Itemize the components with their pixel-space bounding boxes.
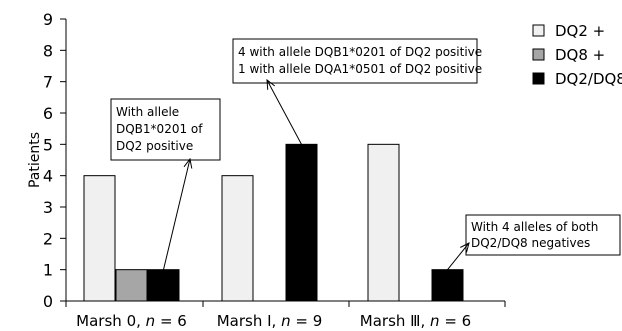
- annotation-text: DQ2/DQ8 negatives: [471, 236, 590, 250]
- legend-swatch: [532, 24, 545, 37]
- x-category-label: Marsh Ⅰ, n = 9: [217, 312, 323, 330]
- y-tick-label: 7: [43, 73, 53, 92]
- legend-entry: DQ8 +: [532, 46, 605, 64]
- annotation-text: 4 with allele DQB1*0201 of DQ2 positive: [238, 45, 482, 59]
- y-tick-label: 3: [43, 198, 53, 217]
- annotation-text: DQ2 positive: [116, 139, 193, 153]
- bar-dq2-dq8: [285, 143, 318, 302]
- annotation-text: With 4 alleles of both: [471, 220, 598, 234]
- legend: DQ2 + DQ8 + DQ2/DQ8 -: [532, 22, 622, 88]
- bars: [83, 143, 464, 302]
- y-tick-label: 8: [43, 41, 53, 60]
- legend-label: DQ2/DQ8 -: [555, 70, 622, 88]
- y-tick-label: 2: [43, 229, 53, 248]
- annotation-callout: With 4 alleles of both DQ2/DQ8 negatives: [447, 214, 621, 270]
- bar-dq2: [83, 175, 116, 302]
- annotation-arrow: [447, 243, 470, 270]
- annotation-box: [232, 38, 478, 84]
- y-axis-title: Patients: [27, 132, 43, 188]
- legend-label: DQ2 +: [555, 22, 605, 40]
- y-tick-label: 5: [43, 135, 53, 154]
- annotations: With allele DQB1*0201 of DQ2 positive 4 wit…: [110, 38, 621, 270]
- annotation-callout: 4 with allele DQB1*0201 of DQ2 positive 1…: [232, 38, 482, 145]
- legend-label: DQ8 +: [555, 46, 605, 64]
- annotation-box: [465, 214, 621, 256]
- y-tick-label: 1: [43, 261, 53, 280]
- y-tick-label: 4: [43, 167, 53, 186]
- x-category-label: Marsh Ⅲ, n = 6: [360, 312, 471, 330]
- axes: 0 1 2 3 4 5 6 7 8 9 Patients Marsh 0, n = 6 Marsh Ⅰ,…: [27, 10, 506, 330]
- legend-swatch: [532, 48, 545, 61]
- bar-dq2-dq8: [147, 269, 180, 302]
- y-tick-label: 0: [43, 292, 53, 311]
- legend-entry: DQ2 +: [532, 22, 605, 40]
- bar-dq2-dq8: [431, 269, 464, 302]
- bar-dq8: [115, 269, 148, 302]
- annotation-text: DQB1*0201 of: [116, 122, 203, 136]
- annotation-callout: With allele DQB1*0201 of DQ2 positive: [110, 98, 221, 270]
- bar-dq2: [221, 175, 254, 302]
- y-tick-label: 6: [43, 104, 53, 123]
- annotation-text: 1 with allele DQA1*0501 of DQ2 positive: [238, 62, 482, 76]
- bar-dq2: [367, 143, 400, 302]
- annotation-arrow: [163, 159, 191, 270]
- x-category-label: Marsh 0, n = 6: [76, 312, 187, 330]
- annotation-text: With allele: [116, 105, 179, 119]
- legend-swatch: [532, 72, 545, 85]
- y-tick-label: 9: [43, 10, 53, 29]
- annotation-box: [110, 98, 221, 161]
- annotation-arrow: [267, 80, 302, 145]
- legend-entry: DQ2/DQ8 -: [532, 70, 622, 88]
